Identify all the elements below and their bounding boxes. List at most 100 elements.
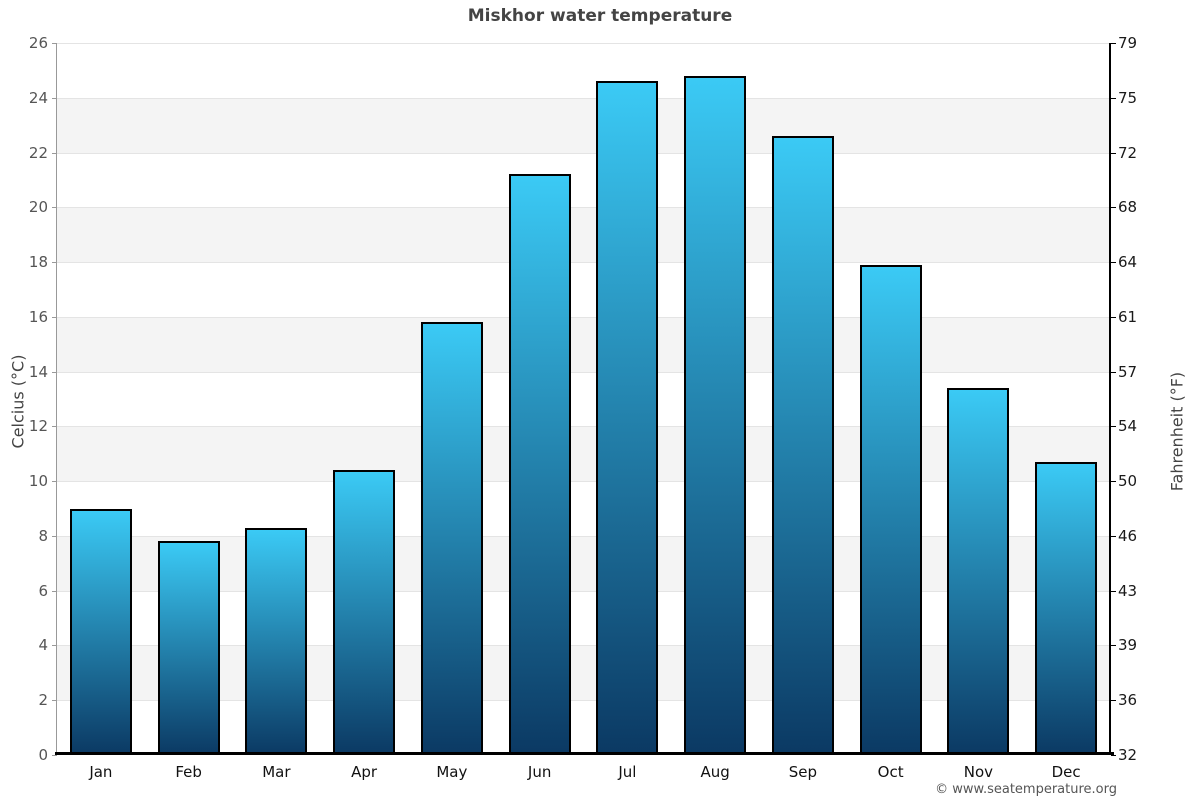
right-tick-label: 39 — [1118, 636, 1138, 655]
month-label-jul: Jul — [618, 763, 637, 781]
left-tick-label: 8 — [38, 526, 48, 545]
plot-background-band — [57, 645, 1110, 701]
month-label-nov: Nov — [963, 763, 994, 781]
y-axis-left-line — [56, 43, 57, 755]
month-label-dec: Dec — [1051, 763, 1081, 781]
left-tick-label: 4 — [38, 636, 48, 655]
left-tick-mark — [52, 43, 57, 44]
right-tick-mark — [1111, 700, 1116, 702]
left-tick-label: 16 — [28, 307, 48, 326]
left-tick-label: 18 — [28, 253, 48, 272]
month-label-jun: Jun — [527, 763, 552, 781]
copyright-text: © www.seatemperature.org — [935, 782, 1117, 797]
left-tick-mark — [52, 262, 57, 264]
left-tick-mark — [52, 535, 57, 537]
x-axis-line — [55, 752, 1114, 755]
month-label-may: May — [436, 763, 468, 781]
left-tick-label: 0 — [38, 746, 48, 764]
right-tick-label: 50 — [1118, 472, 1138, 491]
bar-feb — [157, 541, 220, 755]
right-tick-mark — [1111, 316, 1116, 318]
left-tick-label: 2 — [38, 691, 48, 710]
left-tick-mark — [52, 645, 57, 647]
month-label-oct: Oct — [877, 763, 904, 781]
left-axis-title: Celcius (°C) — [8, 354, 28, 449]
plot-background-band — [57, 97, 1110, 153]
month-label-feb: Feb — [175, 763, 202, 781]
month-label-jan: Jan — [89, 763, 113, 781]
right-tick-mark — [1111, 645, 1116, 647]
plot-background-band — [57, 316, 1110, 372]
left-tick-mark — [52, 755, 57, 756]
left-tick-mark — [52, 700, 57, 702]
right-tick-label: 75 — [1118, 88, 1138, 107]
right-tick-label: 79 — [1118, 34, 1138, 52]
month-label-mar: Mar — [262, 763, 291, 781]
plot-background-band — [57, 152, 1110, 208]
month-label-apr: Apr — [351, 763, 378, 781]
plot-background-band — [57, 371, 1110, 427]
right-tick-label: 57 — [1118, 362, 1138, 381]
left-tick-label: 22 — [28, 143, 48, 162]
plot-background-band — [57, 700, 1110, 755]
bar-apr — [333, 470, 396, 755]
plot-background-band — [57, 426, 1110, 482]
plot-background-band — [57, 481, 1110, 536]
right-tick-mark — [1111, 43, 1116, 44]
right-tick-label: 36 — [1118, 691, 1138, 710]
right-tick-mark — [1111, 97, 1116, 99]
right-tick-mark — [1111, 207, 1116, 209]
left-tick-mark — [52, 371, 57, 373]
bar-oct — [859, 264, 922, 755]
chart-title: Miskhor water temperature — [467, 6, 733, 26]
bar-nov — [947, 388, 1010, 755]
left-tick-mark — [52, 590, 57, 592]
right-axis-title: Fahrenheit (°F) — [1167, 371, 1187, 492]
right-tick-label: 72 — [1118, 143, 1138, 162]
right-tick-label: 68 — [1118, 198, 1138, 217]
bar-jan — [69, 508, 132, 755]
right-tick-mark — [1111, 262, 1116, 264]
right-tick-mark — [1111, 535, 1116, 537]
right-tick-mark — [1111, 755, 1116, 756]
plot-background-band — [57, 43, 1110, 98]
left-tick-mark — [52, 97, 57, 99]
right-tick-mark — [1111, 152, 1116, 154]
right-tick-label: 43 — [1118, 581, 1138, 600]
left-tick-label: 24 — [28, 88, 48, 107]
month-label-aug: Aug — [700, 763, 730, 781]
left-tick-mark — [52, 207, 57, 209]
bar-sep — [771, 136, 834, 755]
left-tick-label: 26 — [28, 34, 48, 52]
plot-background-band — [57, 262, 1110, 317]
right-tick-label: 61 — [1118, 307, 1138, 326]
plot-background-band — [57, 207, 1110, 263]
plot-background-band — [57, 535, 1110, 591]
right-tick-mark — [1111, 426, 1116, 428]
right-tick-mark — [1111, 371, 1116, 373]
y-axis-right-line — [1109, 43, 1111, 755]
left-tick-mark — [52, 481, 57, 483]
right-tick-label: 32 — [1118, 746, 1138, 764]
bar-may — [420, 322, 483, 755]
month-label-sep: Sep — [788, 763, 818, 781]
left-tick-label: 10 — [28, 472, 48, 491]
bar-aug — [684, 75, 747, 755]
bar-mar — [245, 527, 308, 755]
bar-jun — [508, 174, 571, 755]
right-tick-label: 46 — [1118, 526, 1138, 545]
right-tick-mark — [1111, 481, 1116, 483]
plot-background-band — [57, 590, 1110, 646]
left-tick-label: 12 — [28, 417, 48, 436]
left-tick-label: 20 — [28, 198, 48, 217]
bar-dec — [1035, 461, 1098, 755]
left-tick-mark — [52, 316, 57, 318]
plot-area — [57, 43, 1110, 755]
left-tick-label: 6 — [38, 581, 48, 600]
right-tick-mark — [1111, 590, 1116, 592]
left-tick-label: 14 — [28, 362, 48, 381]
right-tick-label: 64 — [1118, 253, 1138, 272]
left-tick-mark — [52, 426, 57, 428]
bar-jul — [596, 81, 659, 755]
left-tick-mark — [52, 152, 57, 154]
